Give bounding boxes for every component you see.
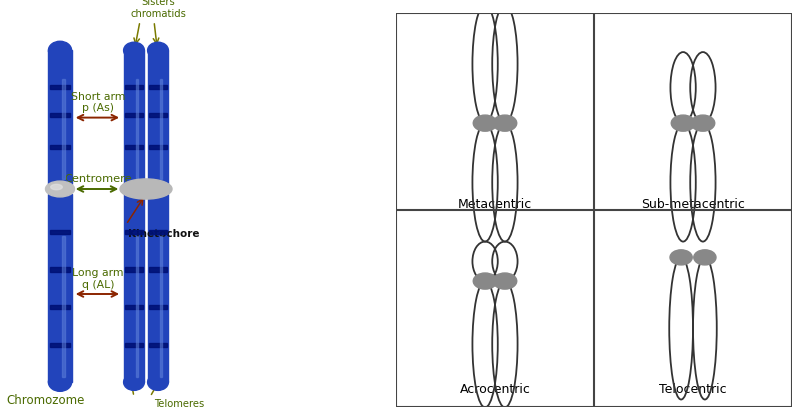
Bar (125, 343, 143, 347)
Bar (62, 236, 65, 377)
Bar (149, 268, 167, 272)
Ellipse shape (120, 179, 172, 199)
Ellipse shape (123, 374, 145, 391)
Bar (148, 50, 169, 184)
Ellipse shape (48, 373, 72, 391)
Bar (149, 305, 167, 309)
Ellipse shape (126, 185, 136, 190)
Bar (48, 194, 72, 382)
Ellipse shape (52, 179, 68, 189)
Bar (50, 113, 70, 117)
Ellipse shape (493, 115, 517, 131)
Ellipse shape (123, 42, 145, 58)
Bar (50, 305, 70, 309)
Ellipse shape (671, 115, 695, 131)
Bar (136, 79, 138, 179)
Ellipse shape (48, 41, 72, 60)
Bar (123, 194, 145, 382)
Bar (50, 144, 70, 149)
Ellipse shape (126, 180, 142, 188)
Ellipse shape (474, 273, 497, 289)
Bar (149, 84, 167, 89)
Text: Short arm
p (As): Short arm p (As) (71, 92, 125, 113)
Text: Metacentric: Metacentric (458, 198, 532, 211)
Text: Centromere: Centromere (64, 174, 132, 184)
Text: Acrocentric: Acrocentric (459, 383, 530, 396)
Text: Sisters
chromatids: Sisters chromatids (130, 0, 186, 19)
Ellipse shape (670, 250, 692, 265)
Text: Long arm
q (AL): Long arm q (AL) (72, 268, 124, 290)
Bar (48, 50, 72, 184)
Bar (149, 230, 167, 234)
Bar (50, 84, 70, 89)
Ellipse shape (474, 115, 497, 131)
Bar (125, 84, 143, 89)
Bar (123, 50, 145, 184)
Bar (125, 230, 143, 234)
Ellipse shape (694, 250, 716, 265)
Text: Kinetochore: Kinetochore (128, 229, 199, 239)
Text: Telocentric: Telocentric (659, 383, 727, 396)
Bar (160, 79, 162, 179)
Ellipse shape (147, 374, 169, 391)
Ellipse shape (691, 115, 714, 131)
Ellipse shape (50, 184, 62, 190)
Bar (50, 230, 70, 234)
Bar (149, 144, 167, 149)
Bar (125, 305, 143, 309)
Ellipse shape (126, 190, 142, 198)
Bar (50, 268, 70, 272)
Bar (136, 236, 138, 377)
Bar (125, 113, 143, 117)
Bar (125, 144, 143, 149)
Bar (62, 79, 65, 179)
Text: Sub-metacentric: Sub-metacentric (641, 198, 745, 211)
Ellipse shape (493, 273, 517, 289)
Text: Chromozome: Chromozome (6, 394, 84, 407)
Ellipse shape (150, 190, 166, 198)
Bar (125, 268, 143, 272)
Bar (149, 113, 167, 117)
Ellipse shape (145, 182, 171, 196)
Ellipse shape (147, 42, 169, 58)
Bar (160, 236, 162, 377)
Text: Telomeres: Telomeres (154, 399, 204, 409)
Ellipse shape (150, 180, 166, 188)
Bar (149, 343, 167, 347)
Bar (148, 194, 169, 382)
Bar (50, 343, 70, 347)
Ellipse shape (52, 189, 68, 199)
Ellipse shape (46, 181, 74, 197)
Ellipse shape (121, 182, 147, 196)
Ellipse shape (150, 185, 160, 190)
